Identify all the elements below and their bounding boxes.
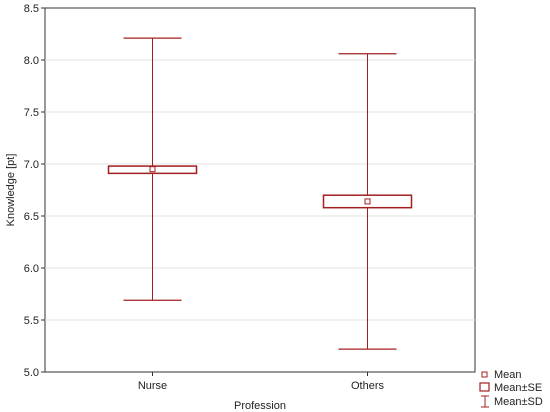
y-axis-title: Knowledge [pt] — [5, 154, 17, 227]
mean-marker — [149, 166, 156, 173]
box-icon — [479, 382, 490, 392]
legend-item-mean-sd: Mean±SD — [481, 395, 543, 408]
whisker-icon — [481, 395, 489, 408]
x-tick-label: Nurse — [138, 380, 167, 392]
legend-item-mean-se: Mean±SE — [479, 382, 542, 394]
legend-label-mean: Mean — [494, 369, 522, 381]
box-series — [107, 37, 413, 350]
y-axis-ticks: 5.0 5.5 6.0 6.5 7.0 7.5 8.0 8.5 — [24, 3, 45, 379]
grid-lines — [45, 59, 475, 321]
small-square-icon — [481, 371, 488, 378]
y-tick-label: 5.5 — [24, 315, 39, 327]
legend-label-mean-sd: Mean±SD — [494, 396, 543, 408]
y-tick-label: 6.0 — [24, 263, 39, 275]
y-tick-label: 6.5 — [24, 211, 39, 223]
legend-label-mean-se: Mean±SE — [494, 382, 542, 394]
x-axis-ticks: Nurse Others — [138, 372, 385, 392]
y-tick-label: 7.5 — [24, 107, 39, 119]
y-tick-label: 8.5 — [24, 3, 39, 15]
mean-marker — [364, 198, 371, 205]
y-tick-label: 5.0 — [24, 367, 39, 379]
x-axis-title: Profession — [234, 400, 286, 412]
legend-item-mean: Mean — [481, 369, 522, 381]
y-tick-label: 7.0 — [24, 159, 39, 171]
box-others — [322, 53, 413, 350]
y-tick-label: 8.0 — [24, 55, 39, 67]
plot-area — [44, 7, 476, 373]
x-tick-label: Others — [351, 380, 385, 392]
legend: Mean Mean±SE Mean±SD — [479, 369, 543, 408]
box-nurse — [107, 37, 198, 301]
